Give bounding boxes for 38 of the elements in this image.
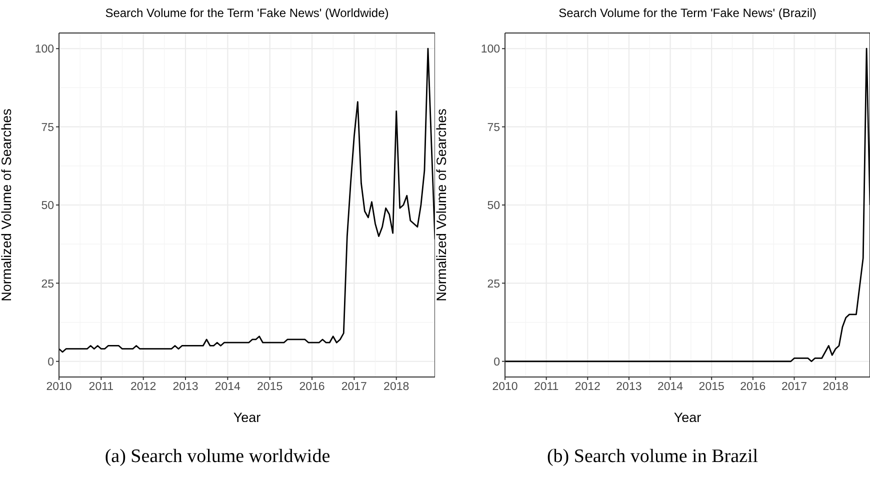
y-axis-title: Normalized Volume of Searches: [0, 108, 14, 302]
x-tick-label: 2016: [299, 381, 325, 394]
y-tick-label: 50: [41, 200, 54, 212]
chart-title: Search Volume for the Term 'Fake News' (Worldwide): [104, 6, 390, 20]
y-tick-label: 25: [41, 278, 54, 290]
y-tick-label: 100: [480, 44, 500, 56]
x-tick-label: 2016: [740, 381, 766, 394]
x-tick-label: 2011: [88, 381, 114, 394]
x-tick-label: 2010: [46, 381, 72, 394]
x-tick-label: 2017: [341, 381, 367, 394]
x-tick-label: 2012: [130, 381, 156, 394]
x-tick-label: 2018: [384, 381, 410, 394]
y-tick-label: 0: [494, 356, 500, 368]
text: (b) Search volume in Brazil: [546, 446, 760, 468]
y-tick-label: 50: [487, 200, 500, 212]
x-tick-label: 2013: [172, 381, 198, 394]
y-tick-label: 100: [34, 44, 54, 56]
y-tick-label: 75: [41, 122, 54, 134]
x-tick-label: 2017: [781, 381, 808, 394]
chart-title: Search Volume for the Term 'Fake News' (Brazil): [558, 6, 818, 20]
x-tick-label: 2015: [257, 381, 283, 394]
x-axis-title: Year: [674, 410, 702, 425]
y-tick-label: 25: [487, 278, 500, 290]
text: (a) Search volume worldwide: [104, 446, 332, 468]
x-tick-label: 2012: [574, 381, 600, 394]
x-tick-label: 2018: [822, 381, 848, 394]
x-tick-label: 2010: [492, 381, 518, 394]
x-tick-label: 2014: [214, 381, 242, 394]
x-axis-title: Year: [233, 410, 262, 425]
x-tick-label: 2014: [657, 381, 684, 394]
x-tick-label: 2011: [534, 381, 559, 394]
line-series: [59, 48, 435, 353]
x-tick-label: 2015: [698, 381, 724, 394]
line-series: [505, 48, 870, 362]
x-tick-label: 2013: [616, 381, 642, 394]
y-tick-label: 75: [487, 122, 500, 134]
y-axis-title: Normalized Volume of Searches: [434, 108, 449, 302]
y-tick-label: 0: [48, 356, 54, 368]
